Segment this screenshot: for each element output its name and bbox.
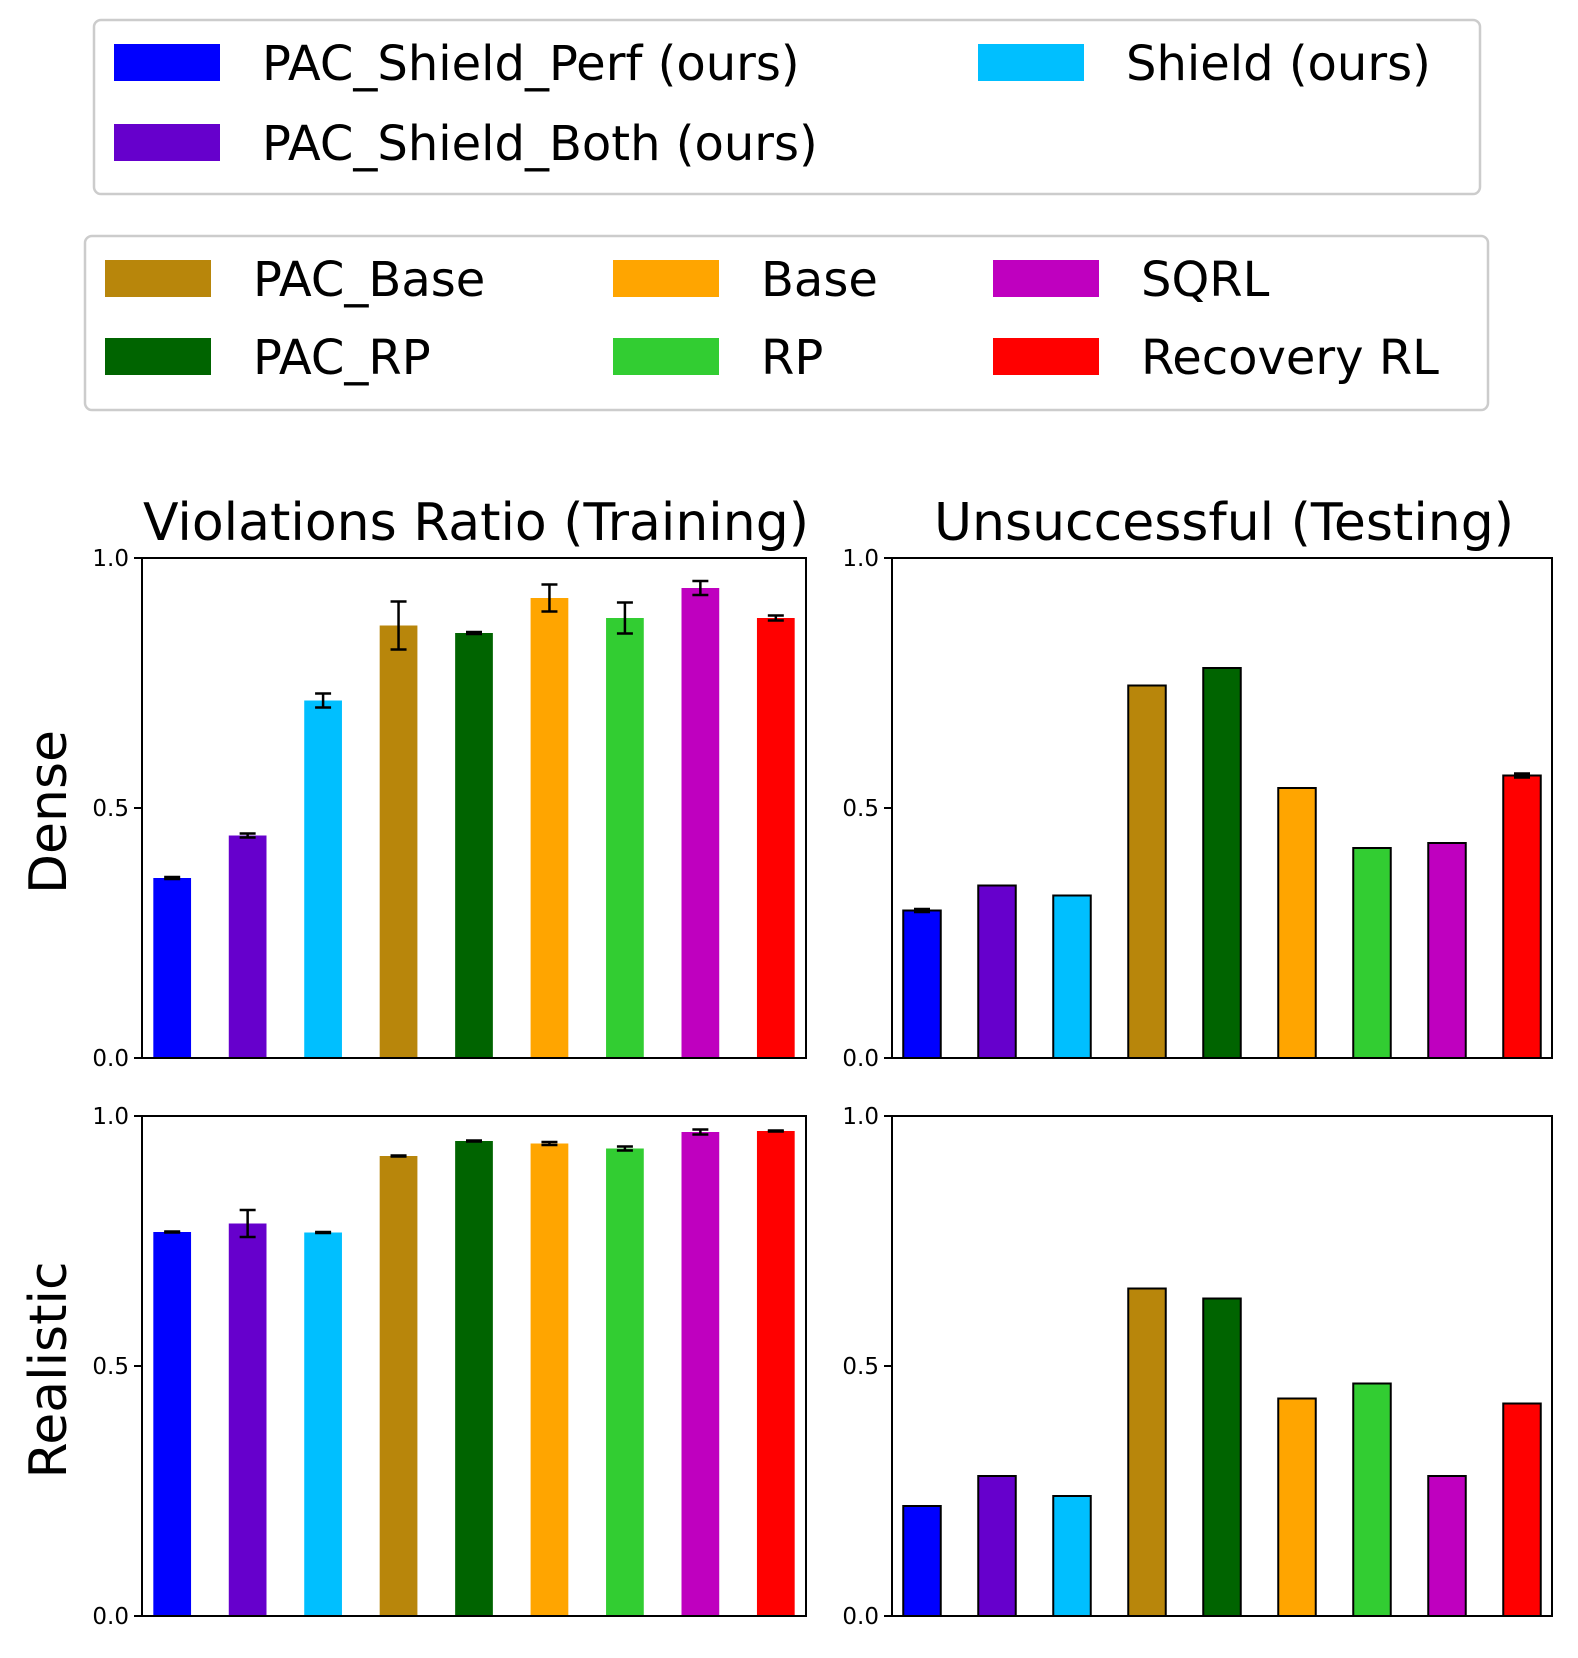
legend-label-pac-base: PAC_Base <box>253 252 485 308</box>
bar-pac-base <box>379 625 418 1058</box>
bar-shield <box>304 700 342 1058</box>
bar-pac-shield-both <box>977 1475 1017 1617</box>
error-bar-recovery-rl <box>767 614 784 622</box>
bar-pac-rp <box>455 633 493 1058</box>
y-tick-label: 0.0 <box>92 1046 129 1072</box>
bar-sqrl <box>1427 842 1467 1059</box>
row-label-dense: Dense <box>19 730 79 894</box>
bar-pac-base <box>1127 684 1167 1059</box>
bar-rp <box>606 618 644 1058</box>
bar-recovery-rl <box>756 1131 795 1616</box>
legend-label-pac-shield-perf: PAC_Shield_Perf (ours) <box>262 36 800 92</box>
error-bar-pac-shield-perf <box>914 907 930 914</box>
legend-swatch-pac-shield-both <box>114 124 220 161</box>
panel-dense-testing: 0.0 0.5 1.0 <box>842 546 1553 1072</box>
legend-swatch-base <box>613 260 719 297</box>
bar-shield <box>1052 894 1092 1059</box>
error-bar-shield <box>315 1230 332 1235</box>
bar-shield <box>1052 1495 1092 1617</box>
bar-pac-shield-perf <box>153 878 192 1058</box>
error-bar-rp <box>616 1145 633 1152</box>
legend-label-pac-shield-both: PAC_Shield_Both (ours) <box>262 116 818 172</box>
legend-swatch-shield <box>978 44 1084 81</box>
legend-label-rp: RP <box>761 330 823 386</box>
bar-pac-base <box>1127 1287 1167 1617</box>
row-label-realistic: Realistic <box>19 1261 79 1478</box>
error-bar-pac-rp <box>466 630 482 636</box>
y-tick-label: 0.5 <box>842 1354 879 1380</box>
error-bar-recovery-rl <box>767 1129 784 1133</box>
legend-swatch-pac-base <box>105 260 211 297</box>
panel-dense-training: 0.0 0.5 1.0 <box>92 546 807 1072</box>
bar-pac-shield-perf <box>902 1505 942 1617</box>
bar-base <box>530 598 569 1058</box>
error-bar-pac-base <box>390 600 407 651</box>
error-bar-pac-shield-perf <box>164 875 181 881</box>
y-tick-label: 0.5 <box>92 1354 129 1380</box>
bar-pac-base <box>379 1156 418 1616</box>
legend-label-pac-rp: PAC_RP <box>253 330 431 386</box>
legend-top-frame <box>92 18 1482 196</box>
legend-label-shield: Shield (ours) <box>1126 36 1431 92</box>
bar-pac-shield-both <box>228 835 267 1058</box>
legend-label-recovery-rl: Recovery RL <box>1141 330 1439 386</box>
column-title-training: Violations Ratio (Training) <box>143 493 809 553</box>
bar-base <box>1277 787 1317 1059</box>
y-tick-label: 1.0 <box>92 1104 129 1130</box>
bar-sqrl <box>1427 1475 1467 1617</box>
y-tick-label: 0.0 <box>842 1046 879 1072</box>
panel-realistic-testing: 0.0 0.5 1.0 <box>842 1104 1553 1630</box>
error-bar-base <box>541 583 558 613</box>
bar-sqrl <box>681 1132 720 1616</box>
bar-recovery-rl <box>756 618 795 1058</box>
y-tick-label: 1.0 <box>842 1104 879 1130</box>
legend-swatch-sqrl <box>993 260 1099 297</box>
legend-bottom-frame <box>83 234 1490 412</box>
error-bar-pac-shield-perf <box>164 1230 181 1234</box>
legend-swatch-pac-rp <box>105 338 211 375</box>
legend-swatch-rp <box>613 338 719 375</box>
bar-pac-shield-both <box>977 884 1017 1059</box>
y-tick-label: 0.5 <box>842 796 879 822</box>
error-bar-sqrl <box>692 579 709 597</box>
legend-swatch-pac-shield-perf <box>114 44 220 81</box>
bar-recovery-rl <box>1502 1402 1542 1617</box>
legend-swatch-recovery-rl <box>993 338 1099 375</box>
legend-label-base: Base <box>761 252 878 308</box>
bar-pac-rp <box>455 1141 493 1616</box>
legend-top: PAC_Shield_Perf (ours) PAC_Shield_Both (… <box>92 18 1482 196</box>
bar-rp <box>1352 1382 1392 1617</box>
bar-shield <box>304 1232 342 1616</box>
bar-rp <box>1352 847 1392 1059</box>
error-bar-pac-base <box>390 1154 407 1158</box>
error-bar-recovery-rl <box>1514 772 1530 779</box>
error-bar-base <box>541 1140 558 1147</box>
error-bar-pac-shield-both <box>239 832 256 839</box>
y-tick-label: 1.0 <box>92 546 129 572</box>
y-tick-label: 1.0 <box>842 546 879 572</box>
legend-label-sqrl: SQRL <box>1141 252 1270 308</box>
bar-recovery-rl <box>1502 774 1542 1059</box>
error-bar-pac-shield-both <box>239 1208 256 1239</box>
error-bar-shield <box>315 692 332 709</box>
bar-base <box>530 1143 569 1616</box>
bar-sqrl <box>681 588 720 1058</box>
bar-base <box>1277 1397 1317 1617</box>
bar-pac-rp <box>1202 1297 1242 1617</box>
legend-bottom: PAC_Base PAC_RP Base RP SQRL Recovery RL <box>83 234 1490 412</box>
bar-pac-shield-both <box>228 1223 267 1616</box>
bar-pac-shield-perf <box>902 909 942 1059</box>
y-tick-label: 0.0 <box>92 1604 129 1630</box>
bar-pac-shield-perf <box>153 1232 192 1616</box>
bar-pac-rp <box>1202 667 1242 1059</box>
y-tick-label: 0.0 <box>842 1604 879 1630</box>
error-bar-rp <box>616 601 633 635</box>
bar-rp <box>606 1148 644 1616</box>
y-tick-label: 0.5 <box>92 796 129 822</box>
panel-realistic-training: 0.0 0.5 1.0 <box>92 1104 807 1630</box>
error-bar-sqrl <box>692 1128 709 1136</box>
error-bar-pac-rp <box>466 1139 482 1143</box>
column-title-testing: Unsuccessful (Testing) <box>934 493 1514 553</box>
